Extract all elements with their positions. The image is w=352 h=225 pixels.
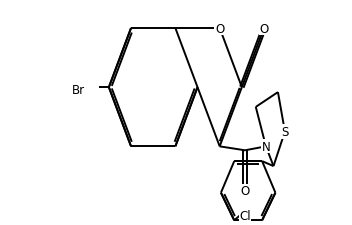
- Text: N: N: [262, 140, 270, 153]
- Text: Br: Br: [72, 83, 85, 96]
- Text: S: S: [281, 126, 289, 138]
- Text: O: O: [215, 22, 224, 35]
- Text: Cl: Cl: [239, 209, 251, 222]
- Text: O: O: [259, 22, 269, 35]
- Text: O: O: [240, 184, 250, 197]
